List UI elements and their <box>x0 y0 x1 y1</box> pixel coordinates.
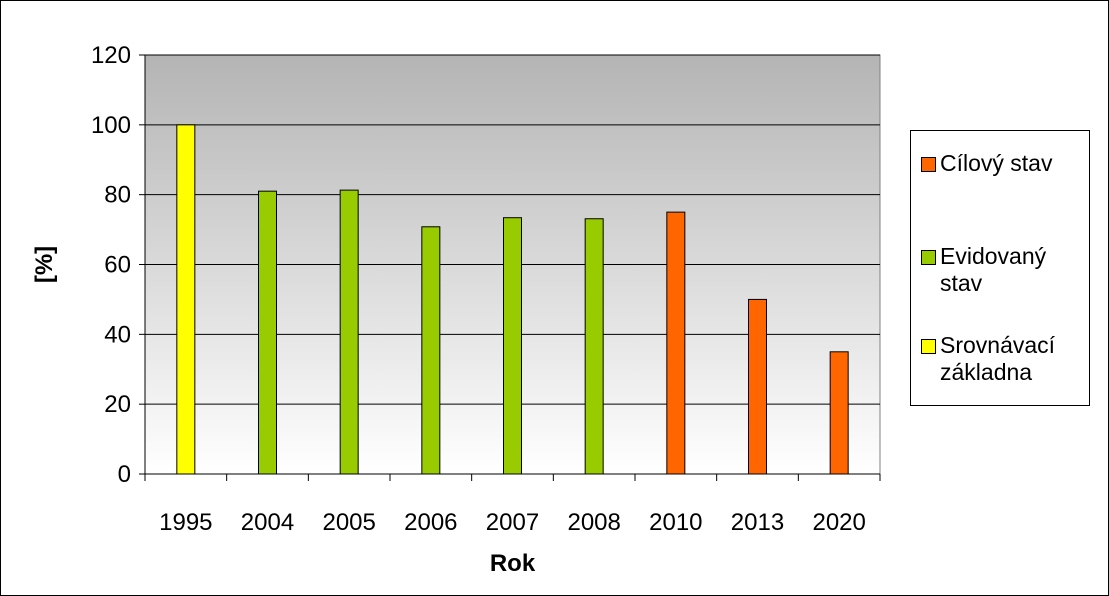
bar-2008 <box>584 218 604 475</box>
x-tick-label: 2013 <box>731 509 784 536</box>
y-tick-label: 60 <box>104 252 131 279</box>
x-tick-label: 2006 <box>404 509 457 536</box>
legend-item-evidovany-stav: Evidovaný stav <box>921 243 1055 297</box>
legend-item-cilovy-stav: Cílový stav <box>921 150 1090 177</box>
x-tick-label: 2005 <box>322 509 375 536</box>
y-axis-title: [%] <box>31 246 58 283</box>
x-tick-label: 2008 <box>567 509 620 536</box>
legend-label: Srovnávací základna <box>940 332 1056 385</box>
bar-1995 <box>176 124 196 475</box>
bar-2007 <box>503 217 522 475</box>
legend: Cílový stav Evidovaný stav Srovnávací zá… <box>910 130 1090 406</box>
y-tick-label: 0 <box>118 461 131 488</box>
y-tick-label: 20 <box>104 391 131 418</box>
bar-2013 <box>748 298 767 475</box>
bar-2006 <box>421 226 441 475</box>
y-tick-labels: 0 20 40 60 80 100 120 <box>91 42 131 488</box>
bar-2010 <box>666 211 686 475</box>
x-tick-labels: 1995 2004 2005 2006 2007 2008 2010 2013 2020 <box>159 509 866 536</box>
axes <box>139 54 881 481</box>
x-tick-label: 2010 <box>649 509 702 536</box>
bar-2004 <box>258 190 277 475</box>
legend-swatch-evidovany-stav <box>921 250 936 265</box>
legend-swatch-cilovy-stav <box>921 157 936 172</box>
x-tick-label: 2020 <box>812 509 865 536</box>
y-tick-label: 80 <box>104 182 131 209</box>
y-tick-label: 40 <box>104 321 131 348</box>
bar-2020 <box>829 351 849 475</box>
y-tick-label: 120 <box>91 42 131 69</box>
bar-2005 <box>339 189 359 475</box>
x-axis-title: Rok <box>490 550 536 577</box>
x-tick-label: 2007 <box>486 509 539 536</box>
x-tick-label: 1995 <box>159 509 212 536</box>
legend-item-srovnavaci-zakladna: Srovnávací základna <box>921 332 1070 386</box>
bars <box>176 124 849 475</box>
x-tick-label: 2004 <box>241 509 294 536</box>
legend-label: Evidovaný stav <box>940 243 1047 296</box>
legend-label: Cílový stav <box>940 150 1053 176</box>
legend-swatch-srovnavaci-zakladna <box>921 339 936 354</box>
y-tick-label: 100 <box>91 112 131 139</box>
